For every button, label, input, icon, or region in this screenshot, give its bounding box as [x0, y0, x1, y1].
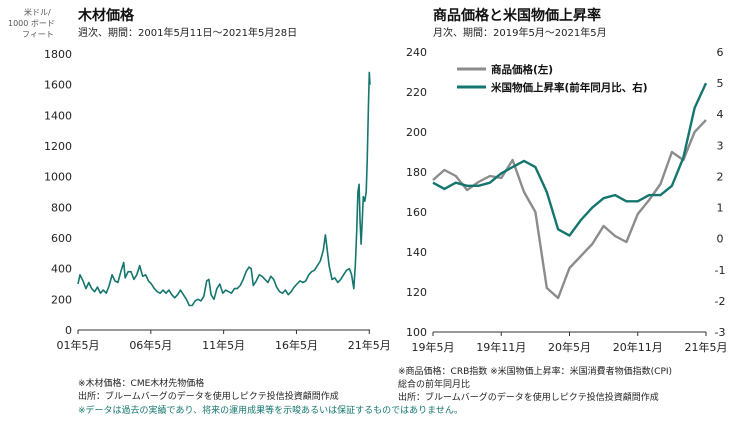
lumber-y-tick-label: 600: [51, 232, 72, 245]
lumber-ylabel-line-1: 米ドル/: [24, 7, 51, 17]
lumber-ylabel-line-2: 1000 ボード: [8, 19, 55, 28]
commodity-x-tick-label: 19年11月: [476, 340, 526, 354]
note-left-line-1: ※木材価格：CME木材先物価格: [78, 377, 204, 389]
commodity-x-tick-label: 21年5月: [685, 340, 728, 354]
note-right-line-2: 総合の前年同月比: [398, 378, 470, 390]
lumber-y-tick-label: 1800: [44, 48, 72, 61]
lumber-x-tick-label: 11年5月: [202, 338, 245, 352]
lumber-x-ticks: 01年5月 06年5月 11年5月 16年5月 21年5月: [57, 330, 391, 352]
commodity-y-tick-label: 180: [406, 166, 427, 179]
lumber-y-tick-label: 0: [65, 324, 72, 337]
cpi-y-tick-label: 2: [717, 170, 724, 183]
cpi-y-tick-label: 3: [717, 139, 724, 152]
commodity-x-ticks: 19年5月 19年11月 20年5月 20年11月 21年5月: [412, 332, 728, 354]
cpi-right-y-ticks: -3 -2 -1 0 1 2 3 4 5 6: [715, 46, 726, 339]
commodity-y-tick-label: 140: [406, 246, 427, 259]
notes-right: ※商品価格：CRB指数 ※米国物価上昇率：米国消費者物価指数(CPI) 総合の前…: [398, 365, 672, 403]
cpi-y-tick-label: 0: [717, 233, 724, 246]
commodity-y-tick-label: 120: [406, 286, 427, 299]
commodity-x-tick-label: 20年5月: [548, 340, 591, 354]
commodity-x-tick-label: 20年11月: [613, 340, 663, 354]
lumber-y-tick-label: 1200: [44, 140, 72, 153]
cpi-y-tick-label: -3: [715, 326, 726, 339]
note-right-line-3: 出所：ブルームバーグのデータを使用しピクテ投信投資顧問作成: [398, 391, 659, 403]
commodity-chart-title: 商品価格と米国物価上昇率: [433, 7, 601, 24]
lumber-y-tick-label: 800: [51, 201, 72, 214]
lumber-y-tick-label: 1600: [44, 79, 72, 92]
legend-label-commodity: 商品価格(左): [491, 63, 553, 76]
lumber-y-tick-label: 200: [51, 293, 72, 306]
lumber-ylabel-line-3: フィート: [22, 30, 54, 39]
commodity-y-tick-label: 100: [406, 326, 427, 339]
legend-label-inflation: 米国物価上昇率(前年同月比、右): [490, 81, 648, 94]
note-left-line-2: 出所：ブルームバーグのデータを使用しピクテ投信投資顧問作成: [78, 390, 339, 402]
lumber-price-line: [77, 71, 371, 307]
cpi-y-tick-label: 5: [717, 77, 724, 90]
lumber-chart-subtitle: 週次、期間：2001年5月11日～2021年5月28日: [78, 26, 297, 39]
commodity-y-tick-label: 200: [406, 126, 427, 139]
lumber-y-tick-label: 1400: [44, 109, 72, 122]
commodity-cpi-chart: 商品価格と米国物価上昇率 月次、期間：2019年5月～2021年5月 10012…: [406, 7, 728, 354]
lumber-x-tick-label: 06年5月: [129, 338, 172, 352]
note-right-line-1: ※商品価格：CRB指数 ※米国物価上昇率：米国消費者物価指数(CPI): [398, 365, 672, 377]
lumber-x-tick-label: 01年5月: [57, 338, 100, 352]
commodity-left-y-ticks: 100 120 140 160 180 200 220 240: [406, 46, 427, 339]
lumber-x-tick-label: 16年5月: [275, 338, 318, 352]
lumber-y-tick-label: 400: [51, 263, 72, 276]
cpi-y-tick-label: 1: [717, 202, 724, 215]
lumber-x-tick-label: 21年5月: [348, 338, 391, 352]
commodity-y-tick-label: 220: [406, 86, 427, 99]
lumber-chart-title: 木材価格: [77, 7, 135, 24]
cpi-y-tick-label: 6: [717, 46, 724, 59]
commodity-price-line: [432, 119, 707, 300]
commodity-chart-subtitle: 月次、期間：2019年5月～2021年5月: [433, 26, 607, 39]
lumber-y-tick-label: 1000: [44, 171, 72, 184]
lumber-y-ticks: 0 200 400 600 800 1000 1200 1400 1600 1800: [44, 48, 72, 337]
cpi-y-tick-label: 4: [717, 108, 724, 121]
commodity-y-tick-label: 160: [406, 206, 427, 219]
commodity-y-tick-label: 240: [406, 46, 427, 59]
disclaimer-text: ※データは過去の実績であり、将来の運用成果等を示唆あるいは保証するものではありま…: [78, 404, 463, 416]
cpi-y-tick-label: -1: [715, 264, 726, 277]
notes-left: ※木材価格：CME木材先物価格 出所：ブルームバーグのデータを使用しピクテ投信投…: [78, 377, 339, 402]
chart-legend: 商品価格(左) 米国物価上昇率(前年同月比、右): [457, 63, 648, 94]
lumber-price-chart: 木材価格 週次、期間：2001年5月11日～2021年5月28日 米ドル/ 10…: [8, 7, 391, 352]
cpi-y-tick-label: -2: [715, 295, 726, 308]
commodity-x-tick-label: 19年5月: [412, 340, 455, 354]
us-inflation-line: [432, 82, 708, 237]
